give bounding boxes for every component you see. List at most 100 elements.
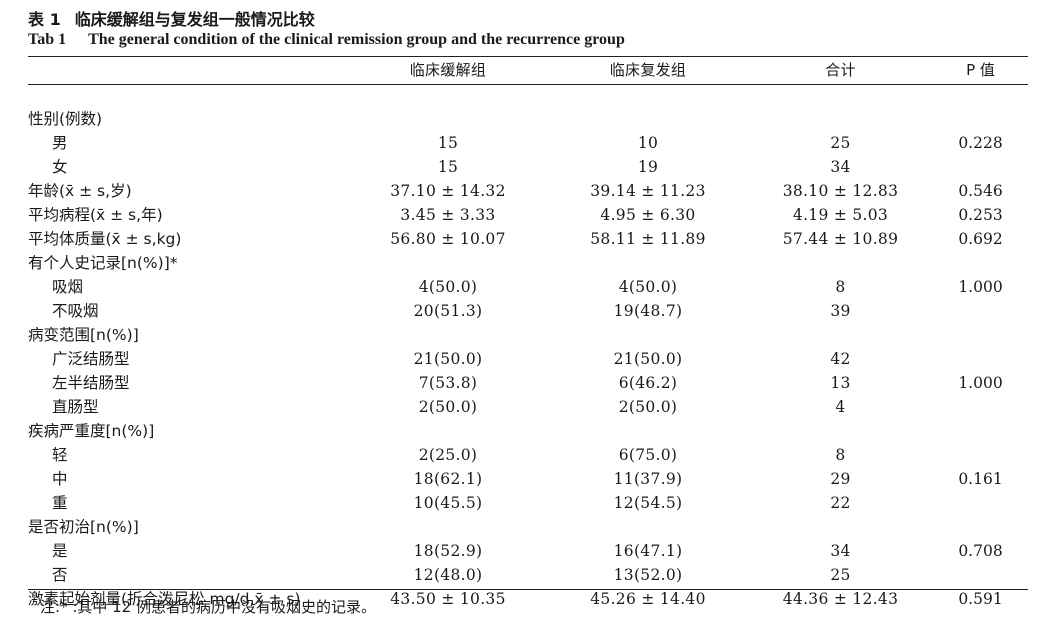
row-label: 否 <box>52 566 68 584</box>
cell-total: 42 <box>830 350 851 368</box>
row-label: 直肠型 <box>52 398 99 416</box>
cell-recurrence <box>548 251 748 275</box>
header-remission: 临床缓解组 <box>409 61 487 79</box>
cell-remission <box>348 515 548 539</box>
row-label: 广泛结肠型 <box>52 350 130 368</box>
cell-remission: 18(52.9) <box>413 542 483 560</box>
cell-total: 44.36 ± 12.43 <box>782 590 899 608</box>
cell-recurrence: 12(54.5) <box>613 494 683 512</box>
cell-p-value: 0.591 <box>958 590 1003 608</box>
header-recurrence: 临床复发组 <box>609 61 687 79</box>
table-title-en: The general condition of the clinical re… <box>88 31 625 48</box>
cell-total: 39 <box>830 302 851 320</box>
cell-p-value <box>933 515 1028 539</box>
row-label: 是否初治[n(%)] <box>28 518 139 536</box>
table-row: 广泛结肠型 21(50.0) 21(50.0) 42 <box>28 347 1028 371</box>
table-row: 左半结肠型 7(53.8) 6(46.2) 13 1.000 <box>28 371 1028 395</box>
cell-total: 4 <box>835 398 846 416</box>
table-title-cn: 临床缓解组与复发组一般情况比较 <box>74 10 315 29</box>
table-row: 平均病程(x̄ ± s,年) 3.45 ± 3.33 4.95 ± 6.30 4.19… <box>28 203 1028 227</box>
row-label: 左半结肠型 <box>52 374 130 392</box>
cell-total: 25 <box>830 134 851 152</box>
cell-recurrence <box>548 323 748 347</box>
cell-p-value <box>933 419 1028 443</box>
table-row: 否 12(48.0) 13(52.0) 25 <box>28 563 1028 587</box>
row-label: 平均体质量(x̄ ± s,kg) <box>28 230 182 248</box>
cell-remission: 21(50.0) <box>413 350 483 368</box>
row-spacer <box>28 83 1028 107</box>
cell-recurrence: 2(50.0) <box>618 398 678 416</box>
cell-recurrence: 6(46.2) <box>618 374 678 392</box>
cell-recurrence: 6(75.0) <box>618 446 678 464</box>
cell-remission: 4(50.0) <box>418 278 478 296</box>
table-row: 不吸烟 20(51.3) 19(48.7) 39 <box>28 299 1028 323</box>
cell-p-value: 1.000 <box>958 278 1003 296</box>
table-row: 直肠型 2(50.0) 2(50.0) 4 <box>28 395 1028 419</box>
cell-p-value: 0.161 <box>958 470 1003 488</box>
cell-total: 22 <box>830 494 851 512</box>
cell-p-value <box>933 299 1028 323</box>
row-label: 有个人史记录[n(%)]* <box>28 254 178 272</box>
cell-total <box>748 251 933 275</box>
cell-total: 8 <box>835 446 846 464</box>
table-number-en: Tab 1 <box>28 31 67 48</box>
cell-p-value <box>933 251 1028 275</box>
cell-recurrence <box>548 107 748 131</box>
cell-recurrence: 58.11 ± 11.89 <box>590 230 706 248</box>
data-table: 临床缓解组 临床复发组 合计 P 值 性别(例数) 男 15 10 25 0.228 女 15… <box>28 57 1028 611</box>
row-label: 病变范围[n(%)] <box>28 326 139 344</box>
cell-remission: 3.45 ± 3.33 <box>400 206 496 224</box>
cell-p-value <box>933 323 1028 347</box>
cell-remission: 15 <box>437 134 459 152</box>
cell-p-value: 0.228 <box>958 134 1003 152</box>
cell-total <box>748 323 933 347</box>
row-label: 轻 <box>52 446 68 464</box>
cell-total: 34 <box>830 542 851 560</box>
table-caption-en: Tab 1 The general condition of the clinic… <box>28 31 625 49</box>
cell-remission <box>348 251 548 275</box>
cell-p-value: 0.546 <box>958 182 1003 200</box>
table-footnote: 注:* :其中 12 例患者的病历中没有吸烟史的记录。 <box>40 598 377 616</box>
cell-p-value <box>933 395 1028 419</box>
cell-recurrence: 21(50.0) <box>613 350 683 368</box>
cell-remission: 56.80 ± 10.07 <box>390 230 506 248</box>
row-label: 男 <box>52 134 68 152</box>
cell-p-value <box>933 347 1028 371</box>
cell-p-value <box>933 107 1028 131</box>
row-label: 是 <box>52 542 68 560</box>
cell-total: 8 <box>835 278 846 296</box>
table-row: 女 15 19 34 <box>28 155 1028 179</box>
table-row: 激素起始剂量(折合泼尼松 mg/d,x̄ ± s) 43.50 ± 10.35 45… <box>28 587 1028 611</box>
cell-recurrence: 19 <box>637 158 659 176</box>
table-row: 性别(例数) <box>28 107 1028 131</box>
cell-p-value <box>933 443 1028 467</box>
header-total: 合计 <box>825 61 856 79</box>
table-top-rule <box>28 56 1028 57</box>
cell-recurrence: 13(52.0) <box>613 566 683 584</box>
cell-remission: 2(25.0) <box>418 446 478 464</box>
cell-total <box>748 515 933 539</box>
cell-total: 57.44 ± 10.89 <box>782 230 899 248</box>
table-header-row: 临床缓解组 临床复发组 合计 P 值 <box>28 57 1028 83</box>
table-row: 是 18(52.9) 16(47.1) 34 0.708 <box>28 539 1028 563</box>
cell-recurrence: 11(37.9) <box>613 470 683 488</box>
row-label: 女 <box>52 158 68 176</box>
cell-remission: 2(50.0) <box>418 398 478 416</box>
cell-remission <box>348 323 548 347</box>
cell-recurrence <box>548 515 748 539</box>
table-body: 性别(例数) 男 15 10 25 0.228 女 15 19 34 年龄(x̄ ± s,岁) 37.… <box>28 83 1028 611</box>
cell-remission: 15 <box>437 158 459 176</box>
cell-p-value <box>933 563 1028 587</box>
row-label: 重 <box>52 494 68 512</box>
table-caption-cn: 表 1 临床缓解组与复发组一般情况比较 <box>28 6 315 30</box>
cell-recurrence: 19(48.7) <box>613 302 683 320</box>
row-label: 平均病程(x̄ ± s,年) <box>28 206 163 224</box>
table-header-rule <box>28 84 1028 85</box>
table-number-cn: 表 1 <box>28 10 61 29</box>
cell-remission: 20(51.3) <box>413 302 483 320</box>
table-row: 中 18(62.1) 11(37.9) 29 0.161 <box>28 467 1028 491</box>
cell-recurrence: 10 <box>637 134 659 152</box>
cell-total: 4.19 ± 5.03 <box>792 206 889 224</box>
row-label: 吸烟 <box>52 278 84 296</box>
cell-p-value: 0.253 <box>958 206 1003 224</box>
